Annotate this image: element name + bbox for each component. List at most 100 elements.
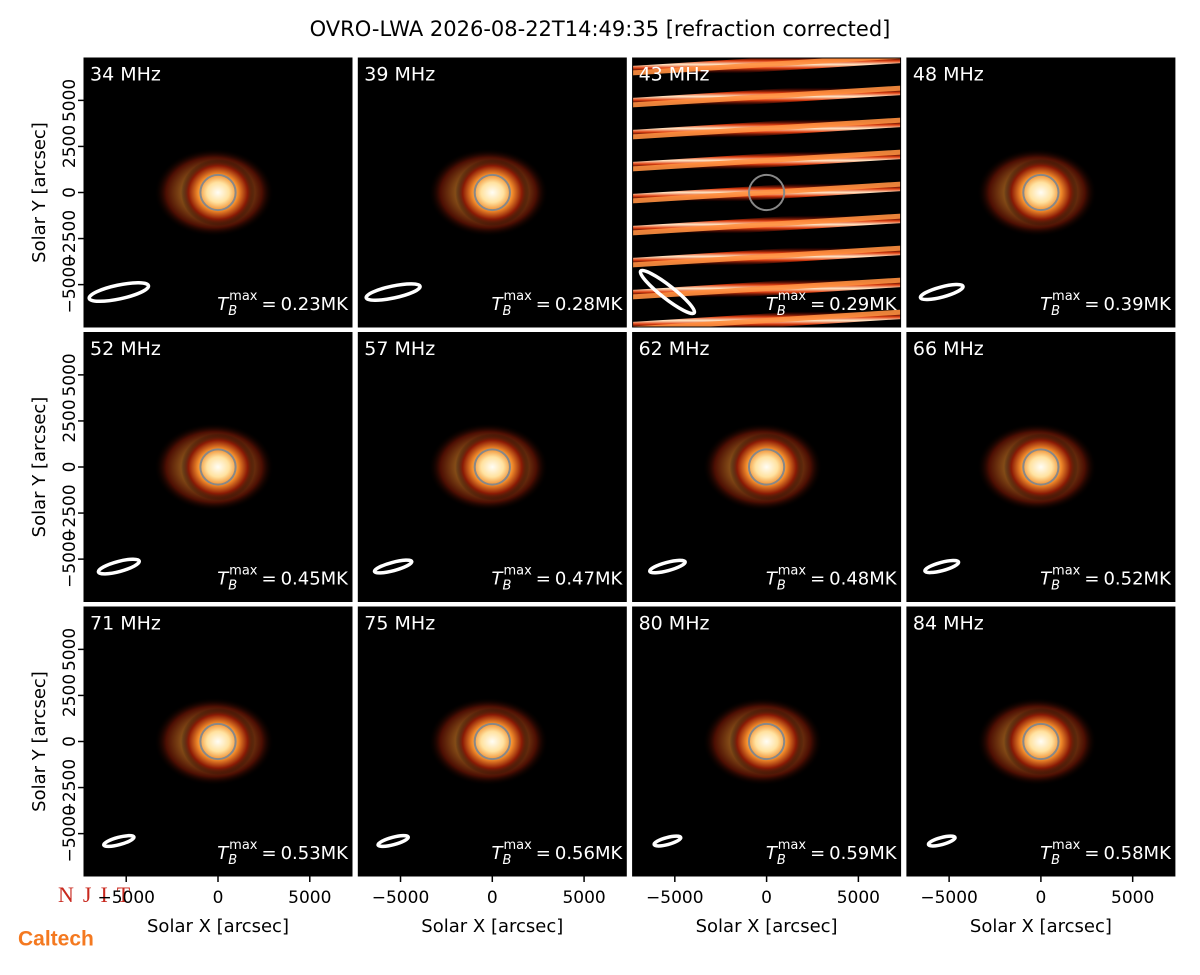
- beam: [364, 282, 422, 302]
- y-tick-label: 2500: [60, 125, 80, 168]
- tb-symbol: T: [492, 843, 505, 864]
- y-axis-label: Solar Y [arcsec]: [29, 671, 50, 812]
- frequency-label: 39 MHz: [364, 64, 435, 86]
- y-tick-label: −5000: [60, 530, 80, 588]
- tb-sup: max: [778, 289, 807, 304]
- tb-symbol: T: [1040, 569, 1053, 590]
- solar-disk: [1022, 448, 1060, 486]
- stripe-core: [632, 277, 901, 300]
- tb-eq: =: [536, 294, 551, 315]
- y-tick-label: 0: [60, 462, 80, 473]
- panel-image: [101, 697, 274, 849]
- tb-max-value: 0.59MK: [829, 843, 898, 864]
- tb-eq: =: [810, 843, 825, 864]
- y-tick-label: −2500: [60, 759, 80, 817]
- logo-caltech: Caltech: [18, 928, 94, 951]
- panel-frame: [632, 57, 902, 328]
- x-tick-label: −5000: [646, 888, 704, 908]
- frequency-label: 80 MHz: [639, 613, 710, 635]
- y-axis-label: Solar Y [arcsec]: [29, 397, 50, 538]
- panel-image: [372, 422, 549, 575]
- tb-symbol: T: [766, 843, 779, 864]
- x-tick-label: 0: [1035, 888, 1046, 908]
- panel-image: [376, 697, 549, 849]
- x-axis-label: Solar X [arcsec]: [147, 916, 289, 937]
- tb-eq: =: [1084, 843, 1099, 864]
- y-tick-label: 2500: [60, 674, 80, 717]
- tb-max-value: 0.39MK: [1103, 294, 1172, 315]
- y-tick-label: 2500: [60, 399, 80, 442]
- tb-max-label: TBmax = 0.56MK: [492, 838, 624, 868]
- tb-eq: =: [261, 294, 276, 315]
- tb-sup: max: [229, 289, 258, 304]
- solar-disk: [1022, 173, 1060, 212]
- tb-eq: =: [261, 569, 276, 590]
- x-tick-label: 0: [487, 888, 498, 908]
- tb-sub: B: [503, 578, 512, 593]
- panel-image: [926, 697, 1097, 848]
- tb-max-label: TBmax = 0.28MK: [492, 289, 624, 319]
- panel-frame: [632, 332, 902, 602]
- beam: [87, 281, 151, 304]
- solar-disk: [747, 448, 786, 486]
- x-axis-label: Solar X [arcsec]: [696, 916, 838, 937]
- tb-sub: B: [777, 578, 786, 593]
- x-tick-label: 0: [761, 888, 772, 908]
- tb-sub: B: [1051, 853, 1060, 868]
- tb-symbol: T: [217, 843, 230, 864]
- tb-sub: B: [777, 853, 786, 868]
- tb-max-value: 0.23MK: [281, 294, 350, 315]
- frequency-label: 62 MHz: [639, 338, 710, 360]
- tb-max-label: TBmax = 0.53MK: [217, 838, 349, 868]
- emission: [455, 159, 530, 226]
- beam: [376, 833, 410, 849]
- y-tick-label: 5000: [60, 353, 80, 396]
- x-axis-label: Solar X [arcsec]: [970, 916, 1112, 937]
- solar-disk: [199, 722, 237, 761]
- emission: [455, 433, 530, 501]
- tb-max-value: 0.45MK: [281, 569, 350, 590]
- emission: [180, 433, 256, 501]
- tb-symbol: T: [217, 294, 230, 315]
- x-tick-label: 5000: [562, 888, 605, 908]
- tb-sup: max: [1052, 838, 1081, 853]
- frequency-label: 43 MHz: [639, 64, 710, 86]
- frequency-label: 48 MHz: [913, 64, 984, 86]
- tb-symbol: T: [492, 569, 505, 590]
- tb-eq: =: [1084, 294, 1099, 315]
- stripe-core: [632, 245, 901, 268]
- tb-max-label: TBmax = 0.47MK: [492, 563, 624, 593]
- panel-image: [652, 697, 823, 848]
- frequency-label: 52 MHz: [90, 338, 161, 360]
- frequency-label: 57 MHz: [364, 338, 435, 360]
- panel-frame: [906, 57, 1176, 328]
- tb-max-label: TBmax = 0.29MK: [766, 289, 898, 319]
- stripe-core: [632, 181, 901, 204]
- stripe-core: [632, 85, 901, 108]
- tb-sub: B: [228, 853, 237, 868]
- tb-max-label: TBmax = 0.59MK: [766, 838, 898, 868]
- tb-sup: max: [1052, 563, 1081, 578]
- y-tick-label: −2500: [60, 210, 80, 268]
- tb-max-value: 0.28MK: [555, 294, 624, 315]
- tb-max-value: 0.53MK: [281, 843, 350, 864]
- tb-sup: max: [229, 563, 258, 578]
- solar-disk: [473, 722, 511, 761]
- solar-disk: [199, 448, 237, 486]
- tb-sup: max: [503, 838, 532, 853]
- tb-max-value: 0.47MK: [555, 569, 624, 590]
- tb-eq: =: [810, 294, 825, 315]
- x-tick-label: 5000: [1111, 888, 1154, 908]
- y-tick-label: 5000: [60, 628, 80, 671]
- frequency-label: 75 MHz: [364, 613, 435, 635]
- tb-sub: B: [503, 304, 512, 319]
- tb-eq: =: [536, 843, 551, 864]
- solar-disk: [1022, 722, 1060, 761]
- y-tick-label: 5000: [60, 79, 80, 122]
- tb-symbol: T: [766, 569, 779, 590]
- tb-sub: B: [228, 304, 237, 319]
- tb-max-value: 0.48MK: [829, 569, 898, 590]
- logo-njit: NJIT: [58, 882, 139, 907]
- tb-sup: max: [229, 838, 258, 853]
